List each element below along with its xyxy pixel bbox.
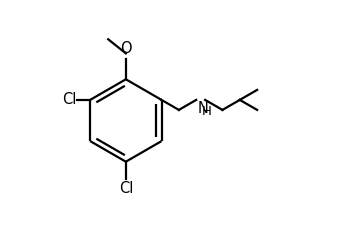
- Text: N: N: [197, 101, 208, 116]
- Text: Cl: Cl: [119, 181, 133, 196]
- Text: H: H: [202, 105, 212, 118]
- Text: Cl: Cl: [62, 92, 76, 107]
- Text: O: O: [120, 41, 132, 56]
